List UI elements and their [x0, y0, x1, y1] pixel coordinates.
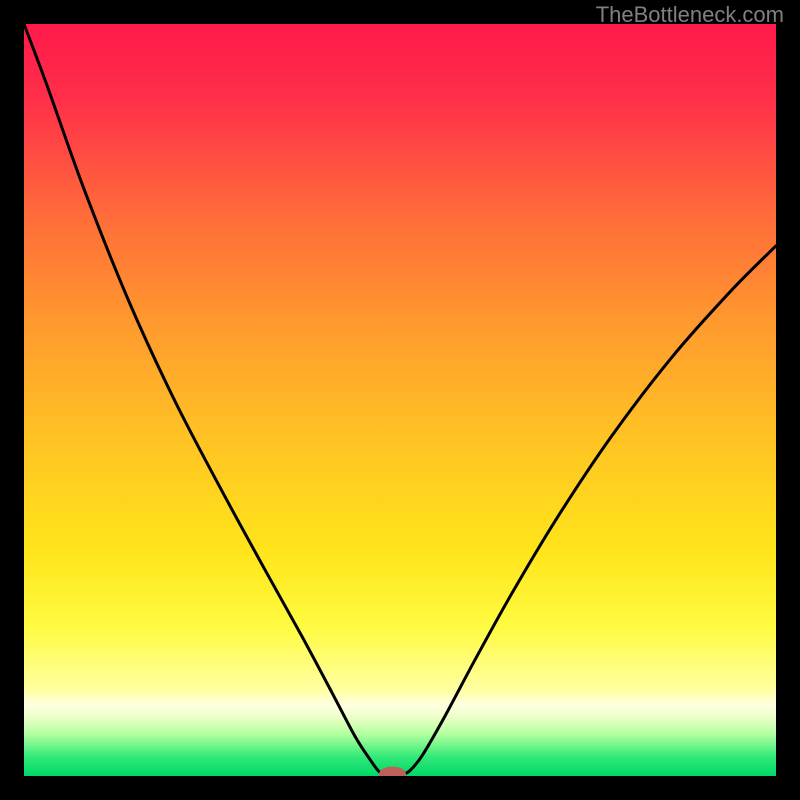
plot-background [24, 24, 776, 776]
bottleneck-chart [0, 0, 800, 800]
chart-container: TheBottleneck.com [0, 0, 800, 800]
